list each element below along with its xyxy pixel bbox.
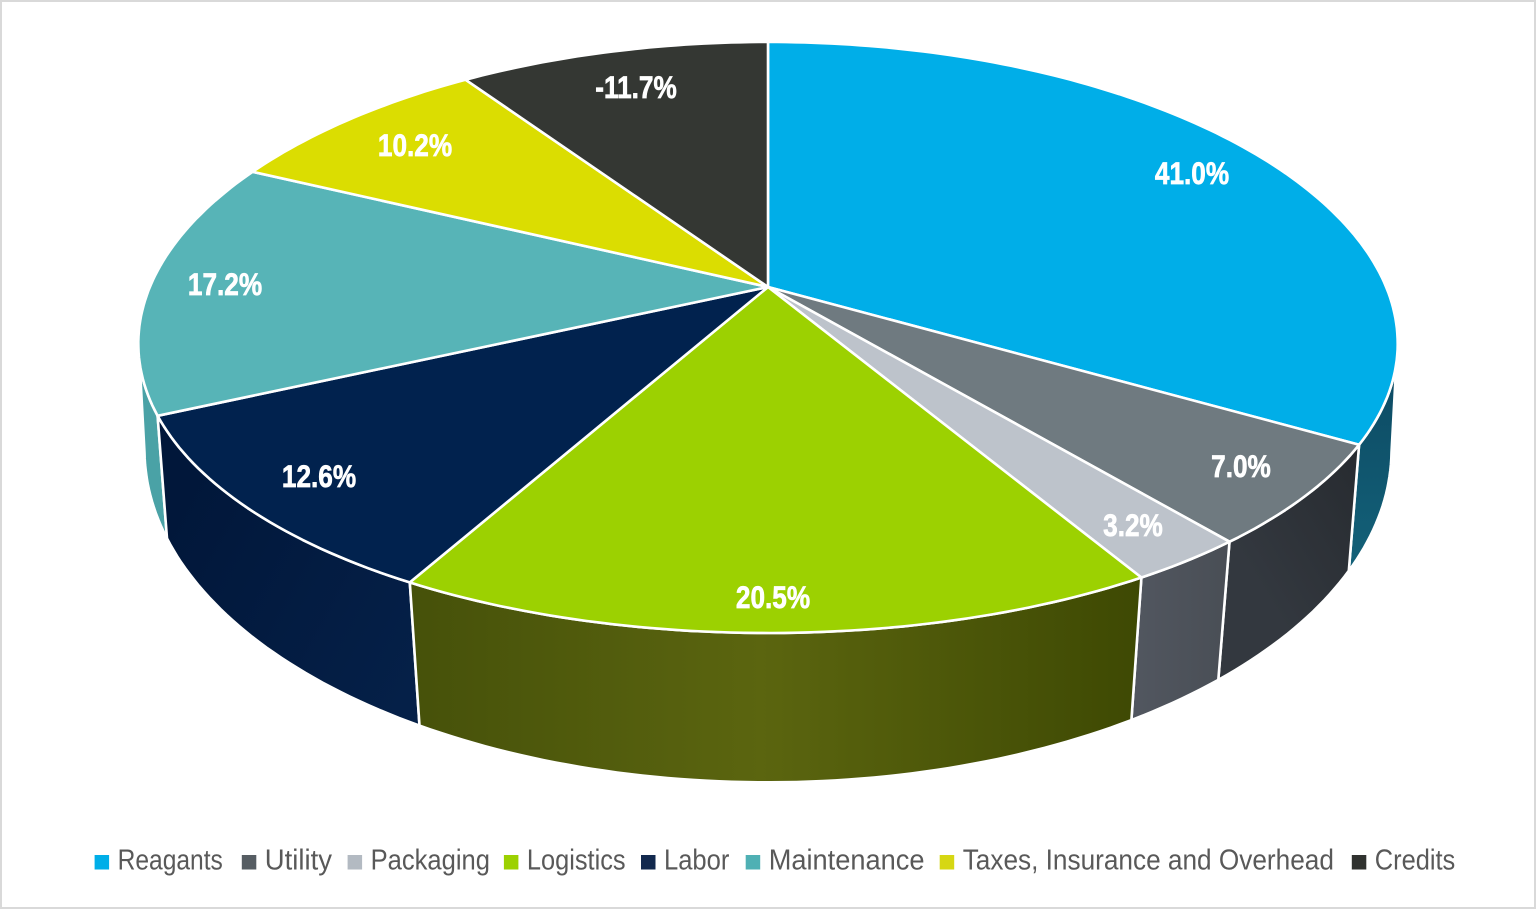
svg-text:41.0%: 41.0% [1155, 157, 1229, 192]
svg-text:Taxes, Insurance and Overhead: Taxes, Insurance and Overhead [963, 843, 1334, 876]
svg-text:Maintenance: Maintenance [769, 844, 925, 876]
svg-text:Reagants: Reagants [118, 844, 223, 876]
svg-text:17.2%: 17.2% [188, 268, 262, 303]
svg-text:20.5%: 20.5% [736, 581, 810, 616]
svg-text:7.0%: 7.0% [1211, 450, 1271, 485]
svg-text:Packaging: Packaging [371, 843, 490, 876]
svg-text:-11.7%: -11.7% [595, 71, 676, 106]
svg-text:12.6%: 12.6% [282, 460, 356, 495]
svg-text:Labor: Labor [664, 843, 729, 876]
svg-text:10.2%: 10.2% [378, 129, 452, 164]
svg-text:Utility: Utility [265, 843, 333, 876]
svg-text:Logistics: Logistics [527, 843, 626, 876]
svg-text:Credits: Credits [1375, 843, 1455, 876]
svg-text:3.2%: 3.2% [1103, 509, 1163, 544]
